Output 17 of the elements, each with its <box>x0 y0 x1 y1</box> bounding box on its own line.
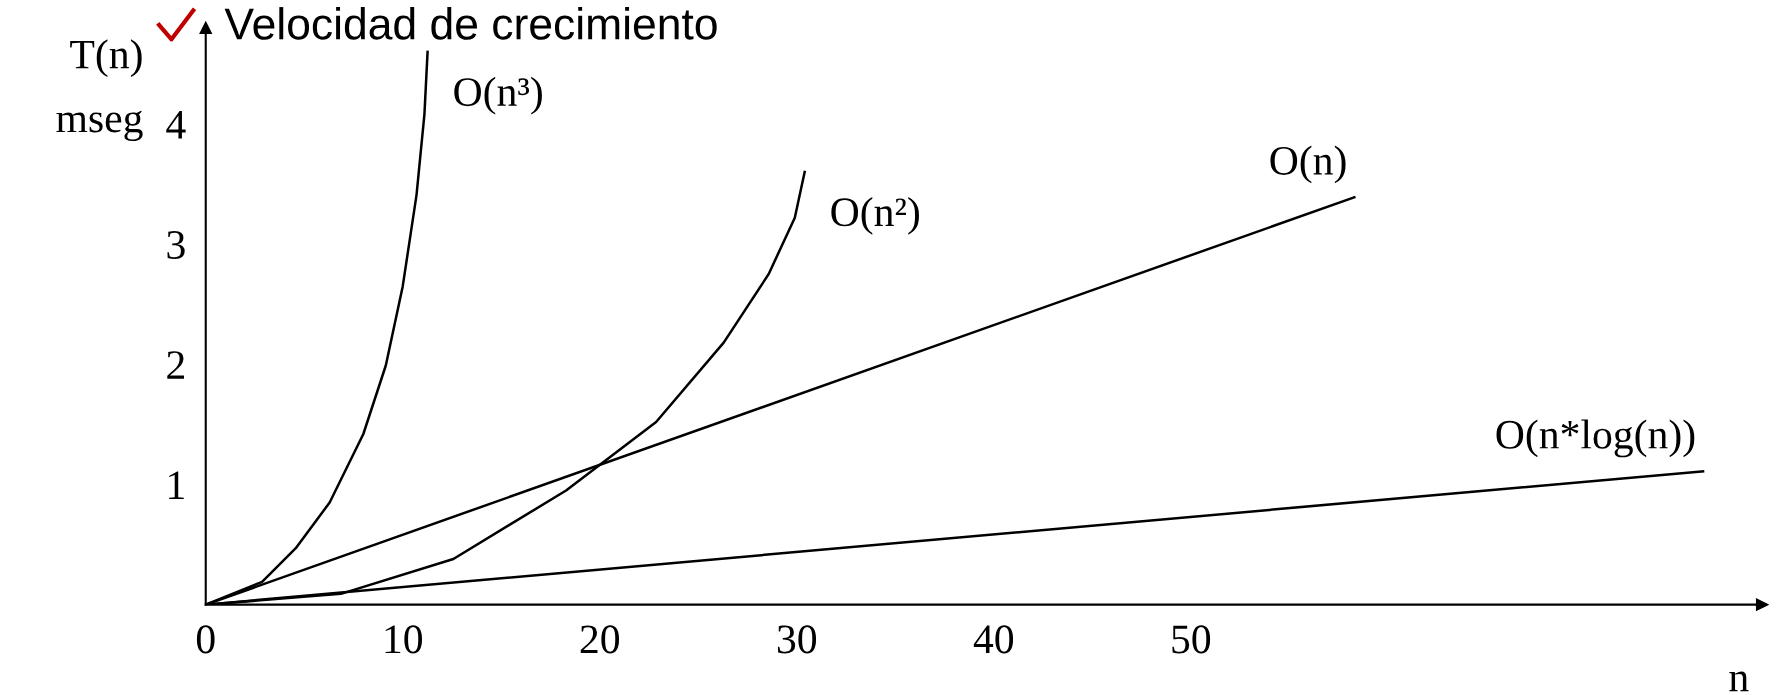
x-tick-label: 40 <box>973 625 1014 654</box>
series-label: O(n) <box>1270 145 1346 184</box>
x-tick-label: 0 <box>196 625 215 654</box>
x-tick-label: 50 <box>1172 625 1211 654</box>
series-label: O(n³) <box>454 76 542 115</box>
y-tick-label: 1 <box>169 471 184 499</box>
x-tick-label: 20 <box>580 625 620 654</box>
x-tick-label: 10 <box>385 625 422 654</box>
series-label: O(n²) <box>831 197 919 235</box>
x-axis-title: n <box>1729 671 1749 692</box>
x-tick-label: 30 <box>777 625 817 654</box>
y-tick-label: 3 <box>167 230 185 259</box>
y-tick-label: 2 <box>167 351 184 379</box>
series-label: O(n*log(n)) <box>1496 419 1695 458</box>
y-tick-label: 4 <box>166 110 186 139</box>
chart-title: Velocidad de crecimiento <box>224 7 717 40</box>
y-axis-title: T(n) mseg <box>56 39 143 142</box>
